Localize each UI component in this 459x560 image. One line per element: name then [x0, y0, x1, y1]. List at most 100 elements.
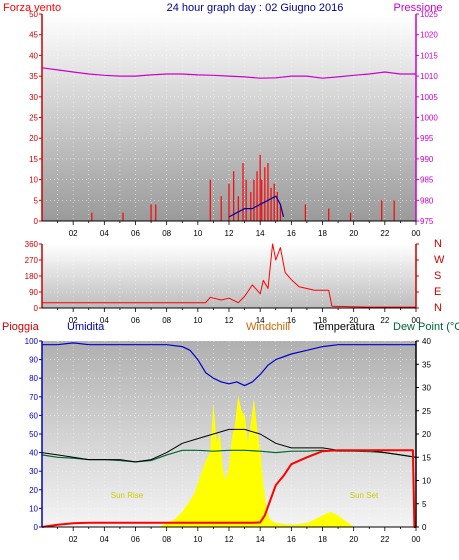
left-tick-label: 0: [34, 217, 39, 226]
right-tick-label: 990: [420, 155, 434, 164]
right-tick-label: 995: [420, 134, 434, 143]
hour-tick-label: 10: [193, 535, 202, 544]
avg-wind-line: [228, 195, 285, 218]
hour-tick-label: 06: [131, 316, 140, 325]
right-tick-label: 35: [422, 360, 431, 369]
left-tick-label: 0: [34, 304, 39, 313]
hour-tick-label: 12: [225, 229, 234, 238]
hour-tick-label: 16: [287, 316, 296, 325]
hour-tick-label: 06: [131, 535, 140, 544]
hour-tick-label: 16: [287, 229, 296, 238]
hour-tick-label: 20: [349, 316, 358, 325]
right-tick-label: 1010: [420, 72, 438, 81]
hour-tick-label: 16: [287, 535, 296, 544]
left-tick-label: 270: [25, 256, 39, 265]
wind-axis-title: Forza vento: [3, 2, 61, 14]
left-tick-label: 35: [29, 72, 38, 81]
hour-tick-label: 00: [412, 535, 421, 544]
right-tick-label: S: [434, 270, 441, 282]
humidity-label: Umidita: [67, 321, 105, 333]
left-tick-label: 100: [25, 337, 39, 346]
hour-tick-label: 08: [162, 229, 171, 238]
right-tick-label: N: [434, 302, 442, 314]
right-tick-label: 1000: [420, 114, 438, 123]
left-tick-label: 80: [29, 374, 38, 383]
right-tick-label: 40: [422, 337, 431, 346]
hour-tick-label: 14: [256, 535, 265, 544]
hour-tick-label: 12: [225, 316, 234, 325]
right-tick-label: 1025: [420, 10, 438, 19]
hour-tick-label: 02: [69, 229, 78, 238]
left-tick-label: 20: [29, 486, 38, 495]
sunset-label: Sun Set: [350, 491, 379, 500]
direction-line: [42, 243, 416, 308]
left-tick-label: 30: [29, 467, 38, 476]
left-tick-label: 180: [25, 272, 39, 281]
right-tick-label: 25: [422, 407, 431, 416]
solar-area: [158, 396, 355, 528]
hour-tick-label: 08: [162, 535, 171, 544]
wind-panel-axes: 0510152025303540455097598098599099510001…: [29, 10, 438, 238]
hour-tick-label: 04: [100, 535, 109, 544]
left-tick-label: 90: [29, 356, 38, 365]
hour-tick-label: 22: [380, 535, 389, 544]
sunrise-label: Sun Rise: [111, 491, 144, 500]
hour-tick-label: 20: [349, 229, 358, 238]
right-tick-label: 10: [422, 477, 431, 486]
humidity-line: [42, 342, 416, 387]
windchill-label: Windchill: [246, 321, 290, 333]
left-tick-label: 5: [34, 196, 39, 205]
hour-tick-label: 18: [318, 316, 327, 325]
right-tick-label: 1020: [420, 31, 438, 40]
left-tick-label: 30: [29, 93, 38, 102]
hour-tick-label: 04: [100, 316, 109, 325]
left-tick-label: 20: [29, 134, 38, 143]
right-tick-label: 0: [422, 523, 427, 532]
left-tick-label: 25: [29, 114, 38, 123]
right-tick-label: 980: [420, 196, 434, 205]
left-tick-label: 50: [29, 10, 38, 19]
right-tick-label: 20: [422, 430, 431, 439]
chart-title: 24 hour graph day : 02 Giugno 2016: [167, 2, 344, 14]
hour-tick-label: 02: [69, 535, 78, 544]
left-tick-label: 360: [25, 240, 39, 249]
temperature-panel-series: [41, 342, 417, 528]
hour-tick-label: 14: [256, 316, 265, 325]
pressure-axis-title: Pressione: [394, 2, 443, 14]
hour-tick-label: 20: [349, 535, 358, 544]
left-tick-label: 0: [34, 523, 39, 532]
right-tick-label: W: [434, 254, 445, 266]
hour-tick-label: 02: [69, 316, 78, 325]
hour-tick-label: 00: [412, 316, 421, 325]
hour-tick-label: 06: [131, 229, 140, 238]
direction-panel-grid: [42, 243, 417, 309]
left-tick-label: 60: [29, 411, 38, 420]
temperature-label: Temperatura: [313, 321, 376, 333]
right-tick-label: E: [434, 286, 441, 298]
pressure-line: [41, 67, 416, 79]
right-tick-label: 985: [420, 176, 434, 185]
rain-line: [41, 449, 416, 528]
hour-tick-label: 00: [412, 229, 421, 238]
dewpoint-label: Dew Point (°C: [393, 321, 459, 333]
left-tick-label: 45: [29, 31, 38, 40]
right-tick-label: 5: [422, 500, 427, 509]
hour-tick-label: 10: [193, 316, 202, 325]
hour-tick-label: 18: [318, 229, 327, 238]
hour-tick-label: 18: [318, 535, 327, 544]
left-tick-label: 10: [29, 176, 38, 185]
left-tick-label: 15: [29, 155, 38, 164]
hour-tick-label: 22: [380, 229, 389, 238]
left-tick-label: 10: [29, 504, 38, 513]
rain-label: Pioggia: [2, 321, 40, 333]
hour-tick-label: 04: [100, 229, 109, 238]
hour-tick-label: 08: [162, 316, 171, 325]
right-tick-label: N: [434, 238, 442, 250]
left-tick-label: 90: [29, 288, 38, 297]
right-tick-label: 1015: [420, 51, 438, 60]
right-tick-label: 975: [420, 217, 434, 226]
hour-tick-label: 10: [193, 229, 202, 238]
